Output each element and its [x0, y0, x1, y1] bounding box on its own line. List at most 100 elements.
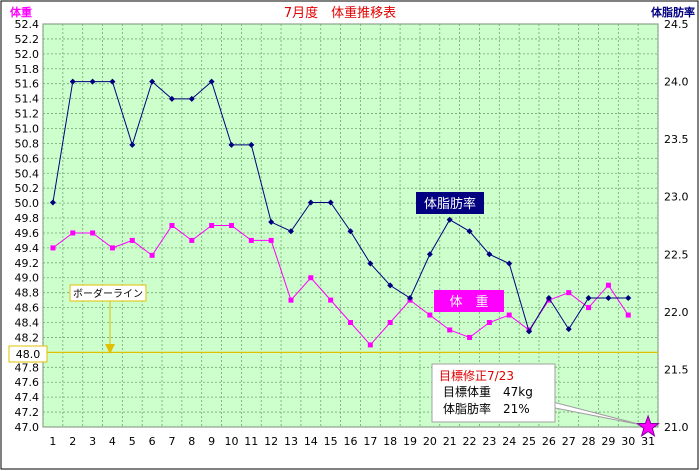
weight-point	[506, 312, 512, 318]
weight-point	[90, 230, 96, 236]
body-fat-point	[565, 326, 572, 333]
left-tick-label: 49.0	[15, 272, 40, 285]
weight-point	[169, 223, 175, 228]
weight-point	[70, 230, 76, 236]
x-tick-label: 26	[542, 435, 556, 448]
weight-point	[189, 237, 195, 243]
body-fat-point	[625, 295, 632, 302]
body-fat-point	[307, 199, 314, 206]
body-fat-point	[347, 228, 354, 235]
x-tick-label: 15	[324, 435, 338, 448]
body-fat-point	[268, 219, 275, 226]
body-fat-point	[168, 95, 175, 102]
left-tick-label: 47.6	[15, 376, 40, 389]
body-fat-point	[367, 260, 374, 267]
body-fat-point	[149, 78, 156, 85]
weight-point	[308, 275, 314, 281]
weight-point	[248, 237, 254, 243]
weight-point	[605, 282, 611, 288]
body-fat-point	[208, 78, 215, 85]
weight-point	[486, 320, 492, 326]
body-fat-point	[526, 328, 533, 335]
target-note-weight: 目標体重 47kg	[443, 385, 533, 399]
left-tick-label: 51.2	[15, 108, 40, 121]
body-fat-point	[466, 228, 473, 235]
left-tick-label: 51.0	[15, 122, 40, 135]
border-value-label: 48.0	[16, 348, 41, 361]
left-tick-label: 49.6	[15, 227, 40, 240]
body-fat-point	[506, 260, 513, 267]
weight-point	[268, 237, 274, 243]
border-line-label: ボーダーライン	[73, 287, 143, 300]
weight-point	[367, 342, 373, 348]
weight-point	[149, 252, 155, 258]
series-body-fat	[49, 78, 632, 335]
x-tick-label: 16	[344, 435, 358, 448]
weight-point	[447, 327, 453, 333]
body-fat-point	[387, 282, 394, 289]
legend-body-fat-box	[416, 192, 484, 214]
x-tick-label: 6	[149, 435, 156, 448]
x-tick-label: 18	[383, 435, 397, 448]
weight-point	[50, 245, 56, 251]
left-tick-label: 51.4	[15, 93, 40, 106]
legend-body-fat: 体脂肪率	[416, 192, 484, 214]
right-tick-label: 22.5	[664, 248, 689, 261]
x-tick-label: 9	[208, 435, 215, 448]
weight-point	[129, 237, 135, 243]
x-tick-label: 10	[224, 435, 238, 448]
left-axis-label: 体重	[10, 5, 32, 19]
x-tick-label: 22	[463, 435, 477, 448]
left-tick-label: 50.6	[15, 152, 40, 165]
weight-point	[467, 334, 473, 340]
body-fat-point	[446, 216, 453, 223]
right-axis-label: 体脂肪率	[651, 5, 695, 19]
x-tick-label: 2	[69, 435, 76, 448]
x-tick-label: 13	[284, 435, 298, 448]
x-tick-label: 11	[244, 435, 258, 448]
left-tick-label: 48.4	[15, 317, 40, 330]
x-tick-label: 28	[582, 435, 596, 448]
right-tick-label: 21.5	[664, 363, 689, 376]
x-tick-label: 25	[522, 435, 536, 448]
target-star-icon	[636, 414, 660, 438]
x-tick-label: 27	[562, 435, 576, 448]
left-tick-label: 52.2	[15, 33, 40, 46]
weight-point	[328, 297, 334, 303]
left-tick-label: 47.4	[15, 391, 40, 404]
right-tick-label: 24.0	[664, 76, 689, 89]
border-value-box	[8, 345, 48, 363]
body-fat-point	[129, 141, 136, 148]
right-tick-label: 23.0	[664, 191, 689, 204]
body-fat-point	[287, 228, 294, 235]
body-fat-point	[188, 95, 195, 102]
left-tick-label: 47.0	[15, 421, 40, 434]
left-tick-label: 47.2	[15, 406, 40, 419]
right-tick-label: 24.5	[664, 18, 689, 31]
body-fat-point	[545, 295, 552, 302]
border-line-label-box	[69, 284, 147, 302]
right-tick-label: 21.0	[664, 421, 689, 434]
weight-point	[348, 320, 353, 326]
x-tick-label: 17	[363, 435, 377, 448]
left-tick-label: 51.8	[15, 63, 40, 76]
body-fat-point	[49, 199, 56, 206]
body-fat-point	[89, 78, 96, 85]
x-tick-label: 23	[482, 435, 496, 448]
left-tick-label: 50.8	[15, 137, 40, 150]
x-tick-label: 20	[423, 435, 437, 448]
legend-body-fat-label: 体脂肪率	[424, 196, 476, 212]
left-tick-label: 52.4	[15, 18, 40, 31]
series-layer	[49, 78, 632, 348]
weight-point	[288, 297, 294, 303]
x-axis-ticks: 1 2 3 4 5 6 7 8 9 10 11 12 13 14 15 16 17 18 19 20 21 22 23 24 2…	[49, 435, 655, 448]
x-tick-label: 4	[109, 435, 116, 448]
x-tick-label: 31	[641, 435, 655, 448]
body-fat-point	[228, 141, 235, 148]
border-line-arrow-head	[105, 344, 115, 354]
right-tick-label: 22.0	[664, 306, 689, 319]
body-fat-point	[605, 295, 612, 302]
grid-lines	[42, 23, 659, 428]
left-tick-label: 50.0	[15, 197, 40, 210]
